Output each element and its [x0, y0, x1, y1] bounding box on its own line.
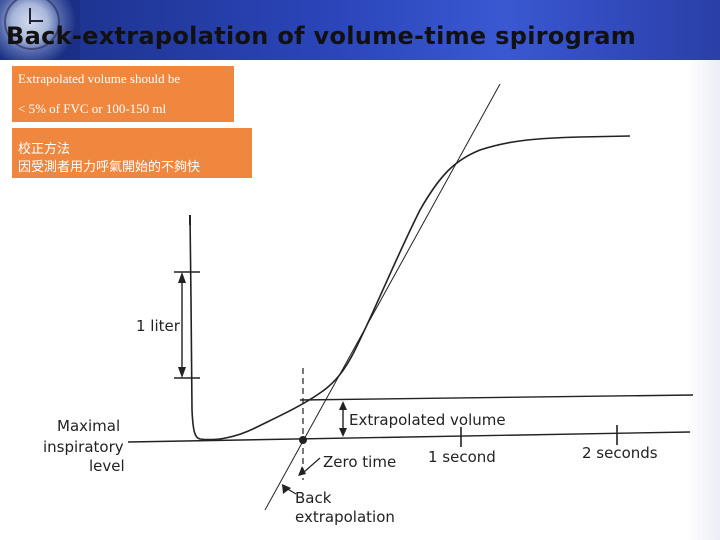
back-extrapolation-line [264, 83, 501, 511]
label-1-second: 1 second [428, 448, 496, 466]
title-bar [0, 0, 720, 60]
spirogram-curve [189, 135, 631, 441]
chinese-line-2: 因受測者用力呼氣開始的不夠快 [18, 160, 201, 175]
arrowhead-icon [178, 272, 186, 283]
label-inspiratory: inspiratory [43, 438, 124, 456]
arrowhead-icon [339, 428, 347, 437]
label-extrapolation: extrapolation [295, 508, 395, 526]
note-box: Extrapolated volume should be < 5% of FV… [12, 66, 234, 122]
arrowhead-icon [178, 367, 186, 378]
label-back: Back [295, 489, 332, 507]
baseline [127, 431, 691, 443]
note-line-1: Extrapolated volume should be [18, 71, 181, 86]
clock-decoration-icon [0, 0, 80, 60]
label-2-seconds: 2 seconds [582, 444, 658, 462]
side-decoration [686, 60, 720, 540]
note-line-2: < 5% of FVC or 100-150 ml [18, 101, 167, 116]
extrapolated-level-line [299, 394, 694, 401]
label-maximal: Maximal [57, 417, 120, 435]
label-1-liter: 1 liter [136, 317, 181, 335]
arrowhead-icon [298, 466, 306, 476]
chinese-line-1: 校正方法 [18, 142, 71, 157]
label-extrapolated-volume: Extrapolated volume [349, 411, 506, 429]
arrowhead-icon [339, 401, 347, 410]
label-level: level [89, 457, 125, 475]
slide-title: Back-extrapolation of volume-time spirog… [6, 22, 637, 50]
note-box-chinese: 校正方法 因受測者用力呼氣開始的不夠快 [12, 128, 252, 178]
arrowhead-icon [282, 484, 291, 494]
zero-time-point [299, 436, 307, 444]
label-zero-time: Zero time [323, 453, 396, 471]
